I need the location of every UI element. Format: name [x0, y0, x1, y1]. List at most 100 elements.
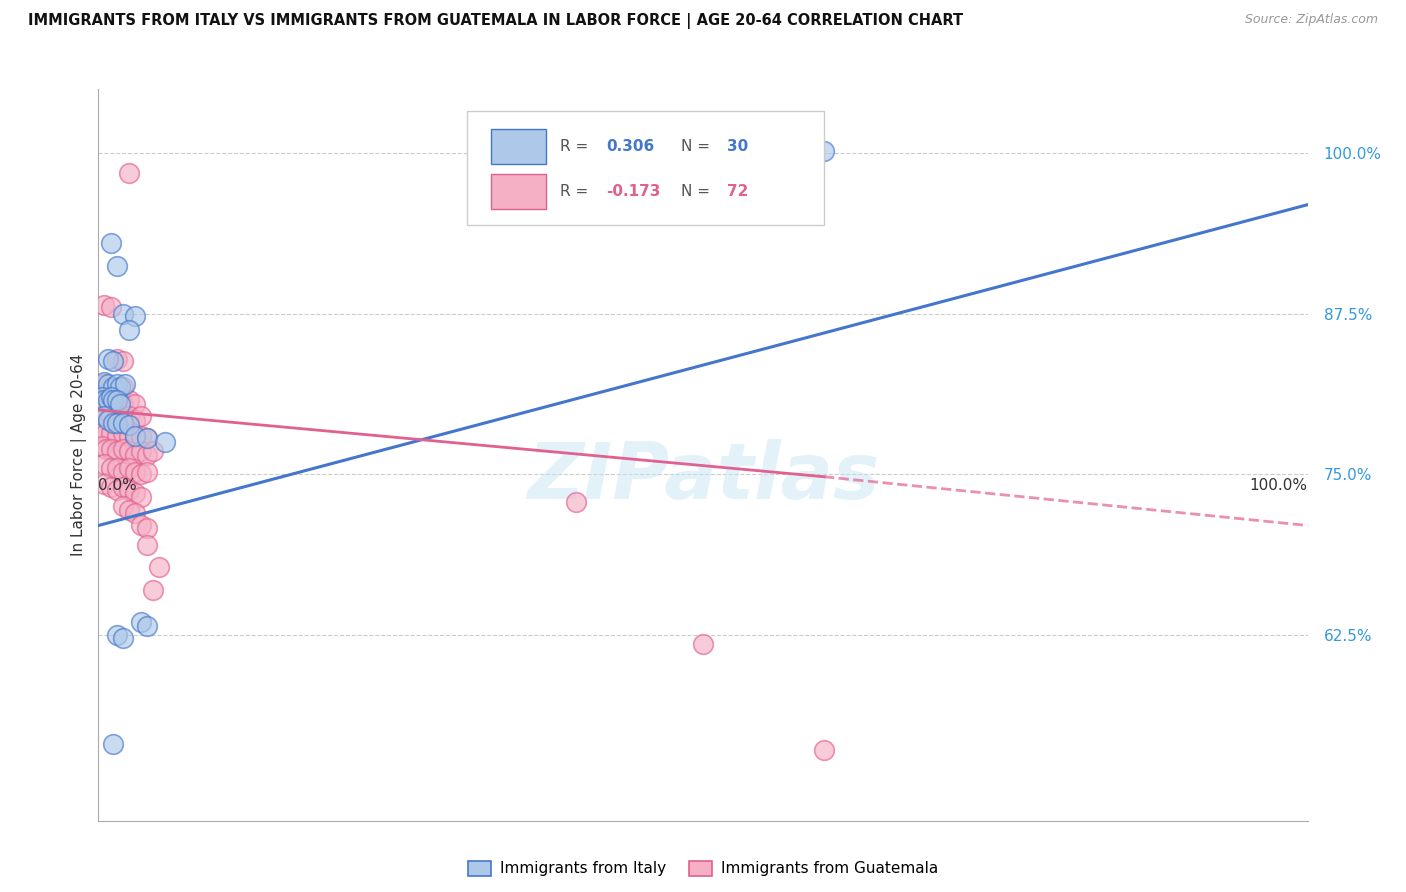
- Point: [124, 428, 146, 442]
- Point: [135, 431, 157, 445]
- Point: [124, 413, 146, 427]
- Point: [93, 375, 115, 389]
- Point: [91, 406, 114, 420]
- Point: [111, 416, 134, 430]
- Point: [100, 460, 122, 475]
- Point: [93, 457, 115, 471]
- Point: [100, 390, 122, 404]
- Point: [101, 354, 124, 368]
- Point: [124, 431, 146, 445]
- Point: [124, 396, 146, 410]
- Point: [565, 495, 588, 509]
- Point: [100, 480, 122, 494]
- Point: [135, 521, 157, 535]
- Point: [111, 307, 134, 321]
- Point: [118, 323, 141, 337]
- Point: [142, 582, 165, 597]
- Point: [111, 396, 134, 410]
- Point: [135, 465, 157, 479]
- Point: [118, 418, 141, 433]
- Point: [111, 632, 134, 646]
- Point: [100, 380, 122, 394]
- Point: [91, 422, 114, 436]
- Point: [100, 396, 122, 410]
- Point: [100, 409, 122, 424]
- Point: [124, 506, 146, 520]
- Point: [111, 465, 134, 479]
- Text: -0.173: -0.173: [606, 184, 661, 199]
- Point: [111, 426, 134, 441]
- Point: [124, 465, 146, 479]
- Text: R =: R =: [561, 184, 593, 199]
- Point: [118, 503, 141, 517]
- Point: [97, 413, 120, 427]
- Point: [105, 627, 128, 641]
- Point: [105, 483, 128, 497]
- Point: [111, 380, 134, 394]
- Point: [135, 618, 157, 632]
- Point: [135, 538, 157, 552]
- Point: [111, 442, 134, 456]
- Point: [129, 444, 152, 458]
- Point: [105, 460, 128, 475]
- Text: R =: R =: [561, 139, 593, 153]
- Point: [135, 431, 157, 445]
- Point: [135, 448, 157, 462]
- Point: [93, 409, 115, 424]
- Point: [105, 409, 128, 424]
- Point: [97, 351, 120, 366]
- Point: [118, 483, 141, 497]
- Point: [101, 392, 124, 407]
- Legend: Immigrants from Italy, Immigrants from Guatemala: Immigrants from Italy, Immigrants from G…: [461, 855, 945, 882]
- Point: [129, 409, 152, 424]
- Point: [94, 442, 117, 456]
- Point: [111, 500, 134, 514]
- Point: [93, 392, 115, 407]
- Point: [118, 392, 141, 407]
- Point: [91, 390, 114, 404]
- Point: [118, 409, 141, 424]
- Point: [94, 409, 117, 424]
- Point: [105, 392, 128, 407]
- Point: [124, 486, 146, 500]
- Text: Source: ZipAtlas.com: Source: ZipAtlas.com: [1244, 13, 1378, 27]
- Point: [105, 428, 128, 442]
- Point: [105, 444, 128, 458]
- Point: [101, 380, 124, 394]
- Text: ZIPatlas: ZIPatlas: [527, 439, 879, 515]
- Text: N =: N =: [682, 184, 716, 199]
- Point: [148, 559, 170, 574]
- Text: 0.306: 0.306: [606, 139, 655, 153]
- Point: [94, 426, 117, 441]
- Point: [129, 428, 152, 442]
- Point: [105, 351, 128, 366]
- Point: [813, 743, 835, 757]
- Point: [142, 444, 165, 458]
- Text: N =: N =: [682, 139, 716, 153]
- Text: IMMIGRANTS FROM ITALY VS IMMIGRANTS FROM GUATEMALA IN LABOR FORCE | AGE 20-64 CO: IMMIGRANTS FROM ITALY VS IMMIGRANTS FROM…: [28, 13, 963, 29]
- Point: [813, 144, 835, 158]
- Point: [129, 615, 152, 629]
- Point: [153, 435, 176, 450]
- FancyBboxPatch shape: [492, 128, 546, 164]
- Point: [97, 392, 120, 407]
- Point: [124, 448, 146, 462]
- Point: [118, 444, 141, 458]
- Point: [105, 416, 128, 430]
- FancyBboxPatch shape: [467, 112, 824, 225]
- Point: [91, 439, 114, 453]
- Point: [94, 392, 117, 407]
- Point: [105, 384, 128, 398]
- Point: [100, 301, 122, 315]
- Point: [129, 490, 152, 504]
- Text: 0.0%: 0.0%: [98, 478, 138, 493]
- Point: [108, 396, 131, 410]
- Point: [91, 392, 114, 407]
- Point: [97, 377, 120, 392]
- Point: [93, 477, 115, 491]
- Point: [101, 416, 124, 430]
- Text: 100.0%: 100.0%: [1250, 478, 1308, 493]
- Point: [105, 260, 128, 274]
- Text: 30: 30: [727, 139, 748, 153]
- Point: [124, 310, 146, 324]
